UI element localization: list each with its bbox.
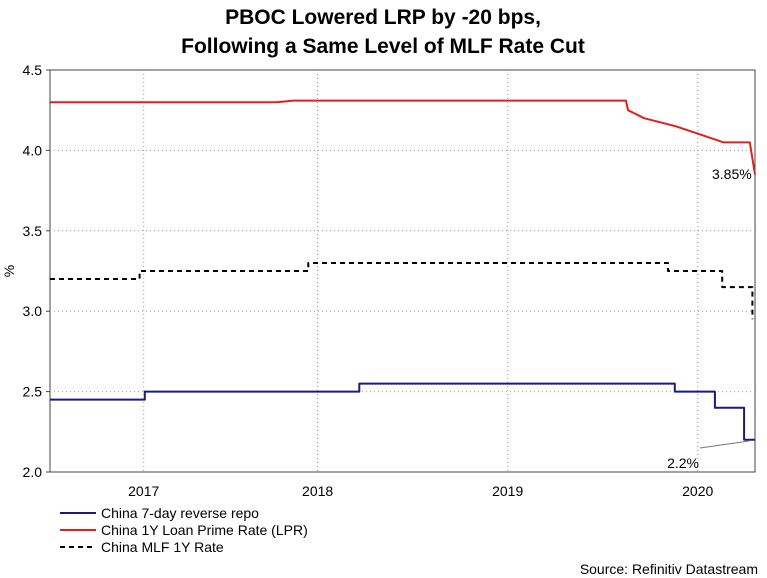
gridlines [50,70,755,472]
source-note: Source: Refinitiv Datastream [580,561,758,577]
series-line-reverse-repo [50,382,755,441]
y-axis-ticks: 2.0 2.5 3.0 3.5 4.0 4.5 [23,62,50,480]
series-line-mlf [50,262,754,320]
y-tick-label: 4.0 [23,142,43,158]
x-tick-label: 2019 [492,483,523,499]
series-line-lpr [50,99,756,175]
y-tick-label: 2.0 [23,464,43,480]
legend-label-mlf: China MLF 1Y Rate [101,539,224,555]
y-axis-label: % [1,265,17,277]
y-tick-label: 4.5 [23,62,43,78]
series-lines [50,99,756,441]
legend: China 7-day reverse repo China 1Y Loan P… [60,505,308,555]
y-tick-label: 2.5 [23,384,43,400]
annotation-lpr: 3.85% [712,166,752,182]
legend-label-lpr: China 1Y Loan Prime Rate (LPR) [101,522,308,538]
x-tick-label: 2017 [128,483,159,499]
chart-title: PBOC Lowered LRP by -20 bps, [225,6,541,29]
x-tick-label: 2020 [682,483,713,499]
plot-area [49,69,756,473]
annotation-repo: 2.2% [667,455,699,471]
y-tick-label: 3.0 [23,303,43,319]
annotation-leader-2-2 [699,440,750,449]
legend-label-repo: China 7-day reverse repo [101,505,259,521]
chart-subtitle: Following a Same Level of MLF Rate Cut [181,35,585,58]
x-axis-ticks: 2017 2018 2019 2020 [128,483,713,499]
y-tick-label: 3.5 [23,223,43,239]
x-tick-label: 2018 [302,483,333,499]
